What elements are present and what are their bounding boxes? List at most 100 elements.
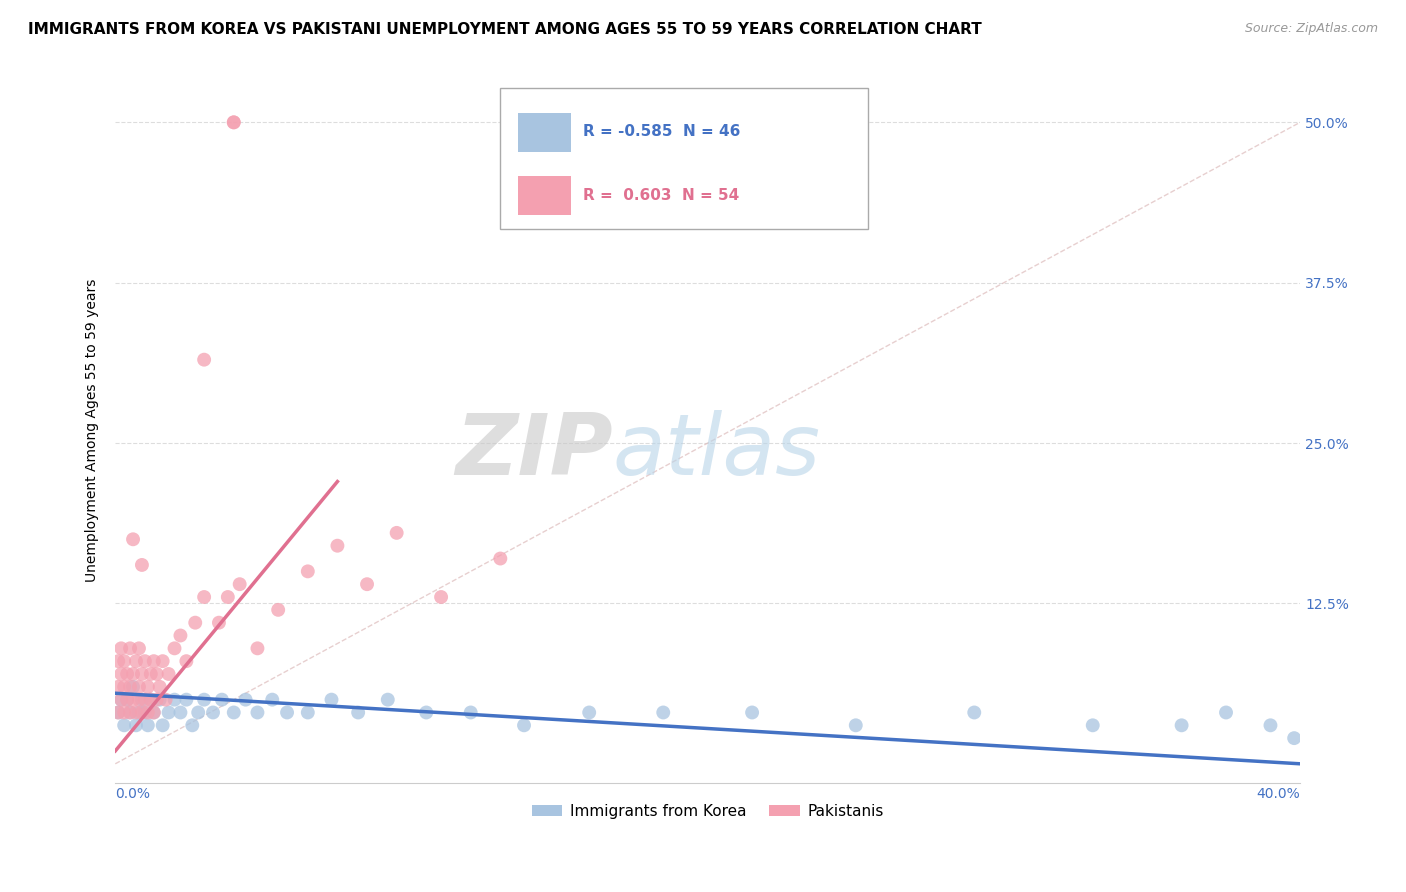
Point [152, 718, 174, 732]
Point [107, 654, 129, 668]
Point [110, 667, 132, 681]
Point [125, 706, 148, 720]
Point [122, 680, 145, 694]
Point [347, 706, 370, 720]
Point [149, 680, 172, 694]
Point [131, 692, 153, 706]
Point [145, 667, 167, 681]
Point [176, 654, 198, 668]
Point [176, 692, 198, 706]
Point [321, 692, 343, 706]
Point [136, 680, 159, 694]
Point [107, 706, 129, 720]
Point [122, 667, 145, 681]
Point [128, 692, 150, 706]
Point [184, 615, 207, 630]
Point [385, 525, 408, 540]
Text: atlas: atlas [613, 410, 821, 493]
Point [460, 706, 482, 720]
Point [128, 680, 150, 694]
Point [246, 641, 269, 656]
Point [139, 667, 162, 681]
Point [202, 706, 225, 720]
Point [1170, 718, 1192, 732]
Point [1282, 731, 1305, 746]
Point [181, 718, 204, 732]
Point [152, 654, 174, 668]
Point [128, 641, 150, 656]
Point [652, 706, 675, 720]
Text: ZIP: ZIP [456, 410, 613, 493]
Point [297, 706, 319, 720]
Point [134, 692, 156, 706]
Point [145, 692, 167, 706]
Point [110, 641, 132, 656]
Point [107, 706, 129, 720]
Point [262, 692, 284, 706]
Point [122, 692, 145, 706]
Point [222, 706, 245, 720]
Point [187, 706, 209, 720]
Point [136, 706, 159, 720]
Point [169, 706, 191, 720]
Point [155, 692, 177, 706]
Point [115, 667, 138, 681]
Point [142, 706, 165, 720]
Point [193, 352, 215, 367]
Text: 0.0%: 0.0% [115, 787, 150, 801]
Point [136, 718, 159, 732]
Point [120, 706, 142, 720]
Point [211, 692, 233, 706]
Point [128, 706, 150, 720]
Point [157, 667, 180, 681]
Point [131, 558, 153, 572]
Point [115, 692, 138, 706]
Point [120, 680, 142, 694]
Bar [517, 177, 571, 215]
Point [228, 577, 250, 591]
Text: IMMIGRANTS FROM KOREA VS PAKISTANI UNEMPLOYMENT AMONG AGES 55 TO 59 YEARS CORREL: IMMIGRANTS FROM KOREA VS PAKISTANI UNEMP… [28, 22, 981, 37]
Point [217, 590, 239, 604]
Point [430, 590, 453, 604]
Point [578, 706, 600, 720]
Point [963, 706, 986, 720]
Point [222, 115, 245, 129]
Point [139, 692, 162, 706]
Point [134, 706, 156, 720]
Point [157, 706, 180, 720]
Text: Source: ZipAtlas.com: Source: ZipAtlas.com [1244, 22, 1378, 36]
Point [276, 706, 298, 720]
Point [139, 692, 162, 706]
Point [235, 692, 257, 706]
Point [142, 654, 165, 668]
Point [134, 654, 156, 668]
Point [1081, 718, 1104, 732]
Point [120, 641, 142, 656]
Point [222, 115, 245, 129]
Point [163, 641, 186, 656]
Point [112, 718, 135, 732]
Point [120, 706, 142, 720]
Point [297, 565, 319, 579]
Point [246, 706, 269, 720]
Y-axis label: Unemployment Among Ages 55 to 59 years: Unemployment Among Ages 55 to 59 years [86, 278, 100, 582]
Point [193, 692, 215, 706]
Point [110, 692, 132, 706]
Point [131, 667, 153, 681]
Point [267, 603, 290, 617]
Point [112, 654, 135, 668]
Point [415, 706, 437, 720]
Point [845, 718, 868, 732]
Bar [517, 112, 571, 152]
Point [489, 551, 512, 566]
Point [163, 692, 186, 706]
Text: R = -0.585  N = 46: R = -0.585 N = 46 [583, 124, 741, 139]
Point [149, 692, 172, 706]
Point [142, 706, 165, 720]
Point [112, 706, 135, 720]
Point [377, 692, 399, 706]
FancyBboxPatch shape [501, 88, 868, 229]
Point [110, 692, 132, 706]
Point [1260, 718, 1282, 732]
Point [356, 577, 378, 591]
